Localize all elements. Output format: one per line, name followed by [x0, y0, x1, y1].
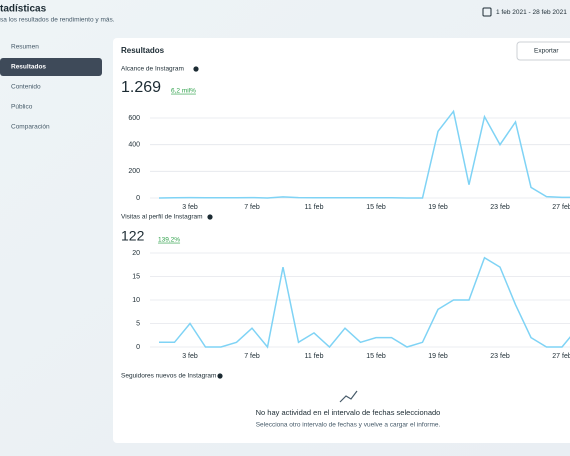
empty-title: No hay actividad en el intervalo de fech…	[256, 408, 441, 417]
x-tick-label: 23 feb	[490, 353, 510, 360]
y-tick-label: 0	[136, 344, 140, 351]
x-tick-label: 19 feb	[428, 353, 448, 360]
line	[159, 256, 570, 349]
line	[158, 109, 570, 199]
x-tick-label: 19 feb	[428, 204, 448, 211]
calendar-icon	[482, 7, 492, 17]
page-subtitle: sa los resultados de rendimiento y más.	[0, 17, 115, 24]
y-tick-label: 5	[136, 320, 140, 327]
metric-label: Alcance de Instagram	[121, 66, 184, 73]
export-button[interactable]	[516, 41, 570, 61]
x-tick-label: 11 feb	[305, 353, 324, 360]
x-tick-label: 27 feb	[552, 204, 570, 211]
nav-item[interactable]: Resumen	[11, 44, 39, 51]
x-tick-label: 3 feb	[182, 353, 198, 360]
metric-change[interactable]: 139,2%	[158, 237, 180, 244]
x-tick-label: 15 feb	[366, 204, 386, 211]
metric-change[interactable]: 6,2 mil%	[171, 88, 196, 95]
x-tick-label: 7 feb	[244, 204, 260, 211]
info-icon	[217, 373, 223, 379]
metric-total: 1.269	[121, 79, 161, 96]
metric-label: Visitas al perfil de Instagram	[121, 214, 203, 221]
nav-item[interactable]: Contenido	[11, 84, 41, 91]
y-tick-label: 200	[128, 168, 140, 175]
card	[113, 38, 570, 443]
x-tick-label: 11 feb	[305, 204, 324, 211]
x-tick-label: 27 feb	[552, 353, 570, 360]
metric-label: Seguidores nuevos de Instagram	[121, 373, 216, 380]
empty-icon	[339, 390, 358, 403]
y-tick-label: 0	[136, 195, 140, 202]
nav-item[interactable]: Público	[11, 104, 33, 111]
x-tick-label: 23 feb	[490, 204, 510, 211]
info-icon	[207, 214, 213, 220]
card-title: Resultados	[121, 46, 165, 55]
nav-active	[0, 58, 102, 76]
nav-item[interactable]: Comparación	[11, 124, 50, 131]
metric-total: 122	[121, 228, 145, 244]
y-tick-label: 600	[128, 115, 140, 122]
x-tick-label: 3 feb	[182, 204, 198, 211]
x-tick-label: 15 feb	[366, 353, 386, 360]
export-label: Exportar	[534, 48, 559, 55]
nav-item[interactable]: Resultados	[11, 64, 46, 71]
info-icon	[193, 66, 199, 72]
y-tick-label: 20	[132, 250, 140, 257]
page-title: tadísticas	[0, 4, 47, 15]
y-tick-label: 10	[132, 297, 140, 304]
y-tick-label: 15	[132, 273, 140, 280]
y-tick-label: 400	[128, 142, 140, 149]
x-tick-label: 7 feb	[244, 353, 260, 360]
empty-text: Selecciona otro intervalo de fechas y vu…	[256, 422, 441, 429]
date-range[interactable]: 1 feb 2021 - 28 feb 2021	[496, 9, 567, 16]
